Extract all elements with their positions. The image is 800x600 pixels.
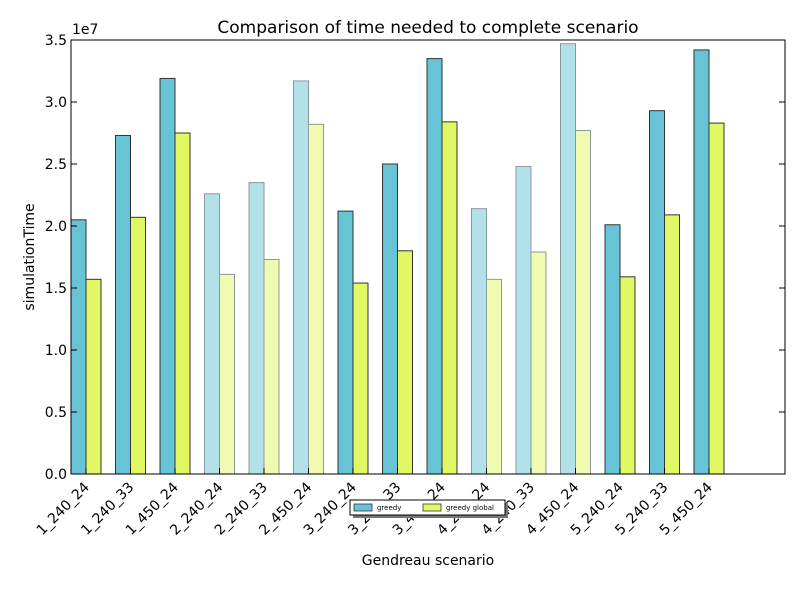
y-axis-label: simulationTime bbox=[22, 203, 38, 310]
bar-greedy-global-5_450_24 bbox=[708, 122, 725, 475]
bar-greedy-global-1_450_24 bbox=[174, 132, 191, 475]
bar-greedy-3_240_24 bbox=[337, 210, 354, 475]
bar-greedy-5_240_33 bbox=[649, 110, 665, 475]
bar-greedy-global-5_240_33 bbox=[664, 214, 680, 475]
plot-frame bbox=[70, 39, 786, 475]
bar-greedy-global-4_240_24 bbox=[486, 278, 502, 475]
y-tick-label: 0.0 bbox=[45, 467, 67, 483]
bar-greedy-5_240_24 bbox=[604, 224, 621, 475]
bar-greedy-global-2_450_24 bbox=[308, 123, 324, 475]
bar-greedy-3_240_33 bbox=[382, 163, 398, 475]
bar-greedy-2_450_24 bbox=[293, 80, 309, 475]
bar-greedy-global-3_240_24 bbox=[352, 282, 369, 475]
y-tick-label: 3.0 bbox=[45, 95, 67, 111]
bar-greedy-4_240_24 bbox=[471, 208, 487, 475]
bar-greedy-4_450_24 bbox=[560, 43, 576, 475]
bar-greedy-global-1_240_24 bbox=[85, 278, 102, 475]
bar-greedy-global-1_240_33 bbox=[130, 216, 146, 475]
chart-title: Comparison of time needed to complete sc… bbox=[217, 18, 638, 38]
bar-greedy-global-5_240_24 bbox=[619, 276, 636, 475]
y-ticks-group: 0.0 0.5 1.0 1.5 2.0 2.5 3.0 3.5 bbox=[45, 33, 785, 483]
x-axis-label: Gendreau scenario bbox=[362, 553, 494, 569]
legend-label-greedy-global: greedy global bbox=[446, 504, 494, 512]
bar-greedy-global-2_240_33 bbox=[263, 258, 280, 475]
y-axis-multiplier: 1e7 bbox=[72, 22, 98, 38]
bar-greedy-2_240_33 bbox=[248, 182, 265, 475]
bar-greedy-3_450_24 bbox=[426, 58, 443, 475]
bar-greedy-global-3_240_33 bbox=[397, 250, 413, 475]
bar-greedy-1_240_33 bbox=[115, 134, 131, 475]
bar-greedy-1_450_24 bbox=[159, 77, 176, 475]
y-tick-label: 3.5 bbox=[45, 33, 67, 49]
legend-swatch-greedy bbox=[353, 503, 373, 512]
legend-label-greedy: greedy bbox=[377, 504, 401, 512]
legend: greedy greedy global bbox=[349, 499, 508, 518]
bar-greedy-global-2_240_24 bbox=[219, 273, 235, 475]
y-tick-label: 1.0 bbox=[45, 343, 67, 359]
y-tick-label: 0.5 bbox=[45, 405, 67, 421]
bar-greedy-1_240_24 bbox=[70, 219, 87, 475]
bar-greedy-global-3_450_24 bbox=[441, 121, 458, 475]
bar-greedy-4_240_33 bbox=[515, 165, 532, 475]
y-tick-label: 2.5 bbox=[45, 157, 67, 173]
y-tick-label: 1.5 bbox=[45, 281, 67, 297]
y-tick-label: 2.0 bbox=[45, 219, 67, 235]
bar-greedy-global-4_450_24 bbox=[575, 130, 591, 475]
bars-group bbox=[70, 43, 725, 475]
bar-greedy-2_240_24 bbox=[204, 193, 220, 475]
legend-swatch-greedy-global bbox=[422, 503, 442, 512]
bar-greedy-global-4_240_33 bbox=[530, 251, 547, 475]
bar-greedy-5_450_24 bbox=[693, 49, 710, 475]
